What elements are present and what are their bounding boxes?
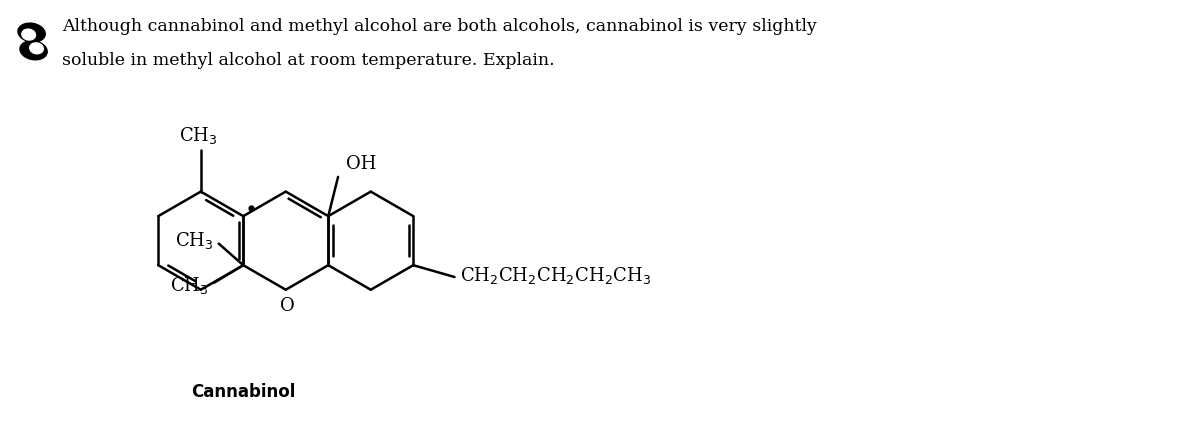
Text: CH$_3$: CH$_3$ xyxy=(179,125,217,146)
Text: Although cannabinol and methyl alcohol are both alcohols, cannabinol is very sli: Although cannabinol and methyl alcohol a… xyxy=(62,18,817,35)
Text: soluble in methyl alcohol at room temperature. Explain.: soluble in methyl alcohol at room temper… xyxy=(62,52,554,69)
Text: OH: OH xyxy=(346,155,377,173)
Text: CH$_3$: CH$_3$ xyxy=(171,275,210,296)
Ellipse shape xyxy=(22,29,35,40)
Text: CH$_3$: CH$_3$ xyxy=(175,230,214,251)
Text: Cannabinol: Cannabinol xyxy=(191,383,295,401)
Text: CH$_2$CH$_2$CH$_2$CH$_2$CH$_3$: CH$_2$CH$_2$CH$_2$CH$_2$CH$_3$ xyxy=(460,264,652,285)
Ellipse shape xyxy=(18,23,45,42)
Ellipse shape xyxy=(29,43,44,54)
Text: O: O xyxy=(280,297,295,314)
Ellipse shape xyxy=(20,41,47,60)
